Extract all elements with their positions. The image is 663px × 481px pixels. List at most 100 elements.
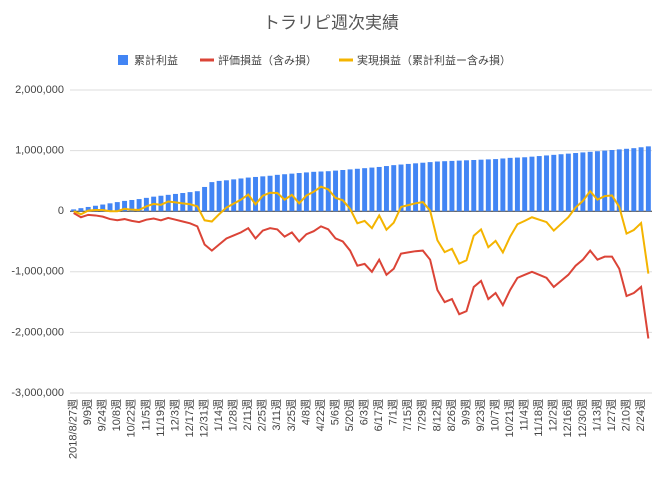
bar bbox=[354, 168, 360, 212]
x-tick-label: 9/24週 bbox=[96, 399, 109, 431]
bar bbox=[303, 172, 309, 212]
x-tick-label: 4/8週 bbox=[299, 399, 312, 425]
x-tick-label: 11/18週 bbox=[532, 399, 545, 437]
bar bbox=[514, 157, 520, 212]
bar bbox=[129, 199, 135, 212]
x-tick-label: 11/19週 bbox=[154, 399, 167, 437]
bar bbox=[383, 166, 389, 212]
legend-label: 累計利益 bbox=[134, 53, 178, 67]
x-tick-label: 3/11週 bbox=[270, 399, 283, 431]
x-tick-label: 4/22週 bbox=[314, 399, 327, 431]
bar bbox=[260, 176, 266, 212]
y-tick-label: -2,000,000 bbox=[11, 326, 64, 338]
bar bbox=[449, 160, 455, 212]
bar bbox=[405, 163, 411, 212]
x-tick-label: 11/4週 bbox=[518, 399, 531, 431]
x-tick-label: 12/2週 bbox=[547, 399, 560, 431]
bar bbox=[282, 174, 288, 212]
x-tick-label: 7/15週 bbox=[401, 399, 414, 431]
bar bbox=[100, 204, 106, 212]
bar bbox=[500, 158, 506, 212]
bar bbox=[493, 159, 499, 212]
bar bbox=[238, 178, 244, 212]
x-tick-label: 10/7週 bbox=[488, 399, 501, 431]
bar bbox=[369, 167, 375, 212]
x-tick-label: 12/30週 bbox=[576, 399, 589, 438]
line bbox=[73, 212, 650, 339]
y-tick-label: 1,000,000 bbox=[15, 145, 64, 157]
bar bbox=[616, 149, 622, 212]
bar bbox=[165, 194, 171, 212]
bar bbox=[529, 156, 535, 212]
x-tick-label: 9/23週 bbox=[474, 399, 487, 431]
x-tick-label: 2018/8/27週 bbox=[67, 399, 80, 459]
x-tick-label: 2/25週 bbox=[256, 399, 269, 431]
x-tick-label: 5/6週 bbox=[328, 399, 341, 425]
x-tick-label: 2/11週 bbox=[241, 399, 254, 431]
x-tick-label: 2/10週 bbox=[619, 399, 632, 431]
x-tick-label: 6/17週 bbox=[372, 399, 385, 431]
bar bbox=[85, 206, 91, 212]
x-tick-label: 12/31週 bbox=[197, 399, 210, 438]
x-tick-label: 1/28週 bbox=[227, 399, 240, 431]
bar bbox=[223, 180, 229, 212]
bar bbox=[580, 152, 586, 212]
bar bbox=[507, 157, 513, 212]
bar bbox=[631, 148, 637, 212]
x-tick-label: 11/5週 bbox=[139, 399, 152, 431]
bar bbox=[544, 155, 549, 212]
bar bbox=[362, 168, 368, 212]
bar bbox=[347, 169, 353, 212]
bar bbox=[202, 186, 208, 212]
bar bbox=[456, 160, 462, 212]
x-tick-label: 7/1週 bbox=[387, 399, 400, 425]
x-tick-label: 12/3週 bbox=[168, 399, 181, 431]
legend-label: 実現損益（累計利益ー含み損） bbox=[357, 53, 511, 67]
y-tick-label: -3,000,000 bbox=[11, 387, 64, 399]
bar bbox=[558, 154, 564, 212]
x-tick-label: 8/26週 bbox=[445, 399, 458, 431]
bar bbox=[216, 180, 222, 212]
y-tick-label: 0 bbox=[58, 205, 64, 217]
bar bbox=[209, 182, 215, 212]
bar bbox=[143, 197, 149, 212]
bar bbox=[180, 193, 186, 212]
bar bbox=[485, 159, 491, 212]
bar bbox=[638, 147, 644, 212]
line bbox=[73, 185, 650, 274]
x-tick-label: 1/13週 bbox=[590, 399, 603, 431]
x-tick-label: 9/9週 bbox=[81, 399, 94, 425]
bar bbox=[420, 162, 426, 212]
bar bbox=[231, 179, 237, 212]
bar bbox=[136, 199, 142, 212]
x-tick-label: 3/25週 bbox=[285, 399, 298, 431]
bar bbox=[427, 162, 433, 212]
bar bbox=[464, 160, 469, 212]
x-tick-label: 12/17週 bbox=[183, 399, 196, 438]
bar bbox=[434, 161, 440, 212]
x-tick-label: 10/22週 bbox=[125, 399, 138, 438]
bar bbox=[551, 154, 557, 212]
x-tick-label: 8/12週 bbox=[430, 399, 443, 431]
bar bbox=[609, 149, 615, 212]
bar bbox=[391, 165, 397, 212]
x-tick-label: 12/16週 bbox=[561, 399, 574, 438]
bar bbox=[318, 171, 324, 212]
bar bbox=[325, 171, 331, 212]
x-tick-label: 9/9週 bbox=[459, 399, 472, 425]
y-tick-label: -1,000,000 bbox=[11, 266, 64, 278]
x-tick-label: 10/8週 bbox=[110, 399, 123, 431]
x-tick-label: 2/24週 bbox=[634, 399, 647, 431]
bar bbox=[158, 195, 164, 212]
bar bbox=[624, 148, 630, 212]
bar bbox=[107, 203, 113, 212]
x-tick-label: 1/14週 bbox=[212, 399, 225, 431]
bar bbox=[253, 176, 258, 212]
bar bbox=[602, 150, 608, 212]
bar bbox=[92, 205, 98, 212]
x-tick-label: 6/3週 bbox=[358, 399, 371, 425]
bar bbox=[442, 161, 448, 212]
x-tick-label: 10/21週 bbox=[503, 399, 516, 438]
